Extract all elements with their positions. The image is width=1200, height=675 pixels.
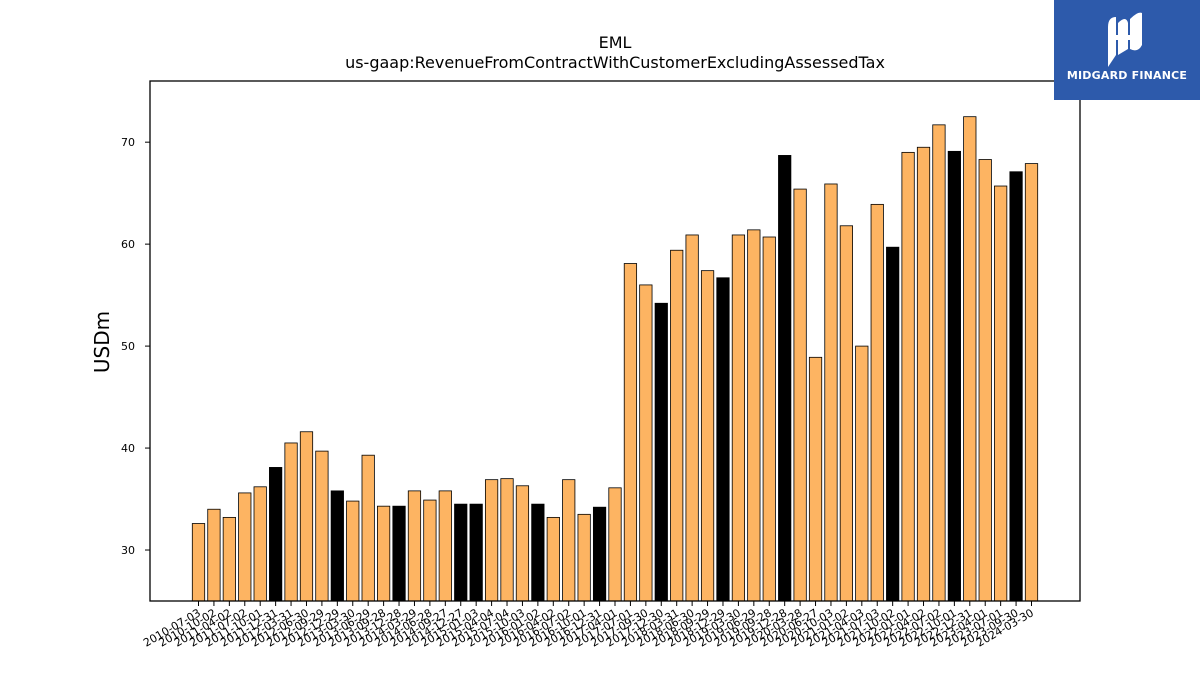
brand-logo-text: MIDGARD FINANCE bbox=[1066, 69, 1188, 82]
bar bbox=[361, 454, 375, 602]
bar bbox=[407, 490, 422, 602]
bar bbox=[330, 490, 344, 602]
y-axis-label: USDm bbox=[90, 311, 114, 373]
y-axis-ticks: 30 40 50 60 70 bbox=[121, 136, 150, 557]
bar bbox=[546, 516, 560, 602]
bar bbox=[731, 234, 746, 602]
bar bbox=[963, 116, 977, 602]
bar bbox=[639, 284, 653, 602]
y-tick-label: 30 bbox=[121, 544, 135, 557]
bar bbox=[608, 487, 622, 602]
bar bbox=[808, 356, 823, 602]
bar bbox=[978, 159, 992, 602]
bar bbox=[392, 505, 406, 602]
bar bbox=[747, 229, 761, 602]
bar bbox=[623, 263, 638, 602]
bar bbox=[916, 146, 931, 602]
bars-group bbox=[191, 116, 1039, 602]
bar bbox=[793, 188, 807, 602]
bar bbox=[346, 500, 360, 602]
bar bbox=[855, 345, 869, 602]
bar bbox=[191, 523, 206, 602]
bar bbox=[299, 431, 314, 602]
chart-title: EML bbox=[599, 33, 632, 52]
bar bbox=[716, 277, 730, 602]
bar bbox=[762, 236, 776, 602]
bar bbox=[454, 503, 468, 602]
bar bbox=[469, 503, 483, 602]
bar bbox=[1024, 163, 1039, 602]
bar bbox=[515, 485, 530, 602]
bar bbox=[377, 505, 391, 602]
bar bbox=[253, 486, 267, 602]
bar bbox=[870, 203, 884, 602]
bar bbox=[222, 516, 236, 602]
bar bbox=[685, 234, 699, 602]
y-tick-label: 50 bbox=[121, 340, 135, 353]
bar bbox=[654, 302, 668, 602]
bar bbox=[670, 249, 684, 602]
bar bbox=[824, 183, 838, 602]
bar bbox=[886, 246, 900, 602]
bar bbox=[932, 124, 946, 602]
bar bbox=[423, 499, 437, 602]
x-axis-ticks: 2010-07-032010-10-022011-04-022011-07-02… bbox=[141, 601, 1036, 650]
chart-subtitle: us-gaap:RevenueFromContractWithCustomerE… bbox=[345, 53, 885, 72]
bar bbox=[438, 490, 452, 602]
bar bbox=[592, 506, 607, 602]
y-tick-label: 60 bbox=[121, 238, 135, 251]
bar bbox=[577, 513, 591, 602]
bar bbox=[947, 150, 961, 602]
y-tick-label: 70 bbox=[121, 136, 135, 149]
bar bbox=[901, 151, 915, 602]
bar bbox=[531, 503, 545, 602]
plot-frame bbox=[149, 80, 1081, 602]
bar bbox=[238, 492, 252, 602]
bar bbox=[484, 479, 499, 602]
bar bbox=[562, 479, 576, 602]
bar bbox=[700, 270, 715, 602]
bar bbox=[207, 508, 221, 602]
bar bbox=[284, 442, 298, 602]
bar bbox=[1009, 171, 1023, 602]
bar bbox=[994, 185, 1008, 602]
bar bbox=[500, 478, 514, 602]
bar bbox=[839, 225, 853, 602]
y-tick-label: 40 bbox=[121, 442, 135, 455]
brand-logo: MIDGARD FINANCE bbox=[1054, 0, 1200, 100]
bar bbox=[778, 155, 792, 602]
mf-monogram-icon bbox=[1108, 12, 1142, 67]
bar bbox=[315, 450, 329, 602]
bar bbox=[269, 467, 283, 602]
